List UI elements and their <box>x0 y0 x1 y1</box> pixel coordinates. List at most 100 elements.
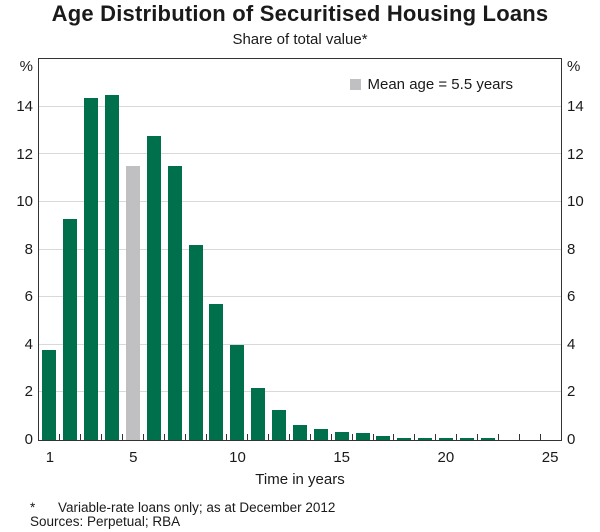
x-axis-tick <box>518 434 520 440</box>
x-axis-tick <box>247 434 249 440</box>
x-tick-label-10: 10 <box>229 449 246 466</box>
bar-slot-23 <box>498 59 520 440</box>
bar-year-10 <box>230 344 245 440</box>
gridline-10 <box>39 200 561 202</box>
footnote: * Variable-rate loans only; as at Decemb… <box>30 501 335 515</box>
y-tick-label-y-left-0: 0 <box>24 430 33 448</box>
y-tick-label-y-left-2: 2 <box>24 383 33 400</box>
bar-slot-20 <box>436 59 457 440</box>
bar-year-2 <box>63 218 78 440</box>
y-tick-label-y-left-4: 4 <box>24 335 33 353</box>
x-axis-tick <box>309 434 311 440</box>
y-tick-label-y-right-8: 8 <box>567 240 576 258</box>
bar-year-7 <box>167 166 182 440</box>
bar-year-14 <box>313 429 328 440</box>
chart-title: Age Distribution of Securitised Housing … <box>51 1 549 26</box>
x-axis-tick <box>268 434 270 440</box>
x-axis-tick <box>122 434 123 440</box>
x-axis-tick <box>393 434 395 440</box>
mean-age-swatch-icon <box>349 78 361 90</box>
footnote-marker: * <box>30 500 36 515</box>
bar-slot-7 <box>164 59 186 440</box>
x-axis-tick <box>497 434 499 440</box>
x-axis-tick <box>80 434 82 440</box>
x-tick-label-15: 15 <box>333 449 351 466</box>
x-axis-tick <box>351 434 353 440</box>
y-tick-label-y-right-10: 10 <box>567 193 584 210</box>
bar-slot-12 <box>269 59 290 440</box>
y-tick-label-y-left-10: 10 <box>16 193 33 210</box>
bar-year-16 <box>355 432 370 440</box>
y-tick-label-y-left-12: 12 <box>16 145 33 163</box>
bar-slot-14 <box>310 59 332 440</box>
legend: Mean age = 5.5 years <box>349 75 514 93</box>
bar-year-15 <box>334 431 349 440</box>
bar-slot-2 <box>60 59 82 440</box>
gridline-8 <box>39 248 561 250</box>
y-tick-label-y-right-2: 2 <box>567 383 576 400</box>
bars-container <box>39 59 561 440</box>
y-tick-label-y-right-14: 14 <box>567 98 584 115</box>
gridline-12 <box>39 153 561 155</box>
x-axis-tick <box>330 434 332 440</box>
bar-year-6 <box>146 136 161 440</box>
bar-slot-3 <box>81 59 103 440</box>
bar-slot-15 <box>331 59 353 440</box>
bar-slot-4 <box>102 59 123 440</box>
x-axis-tick <box>435 434 437 440</box>
bar-slot-16 <box>352 59 374 440</box>
bar-slot-9 <box>206 59 228 440</box>
x-tick-label-25: 25 <box>541 449 559 466</box>
chart-subtitle: Share of total value* <box>232 31 368 48</box>
bar-year-17 <box>376 436 391 440</box>
plot-area: Mean age = 5.5 years <box>38 58 562 441</box>
bar-slot-6 <box>143 59 165 440</box>
bar-year-20 <box>439 437 454 440</box>
gridline-6 <box>39 296 561 298</box>
bar-year-12 <box>272 410 287 440</box>
bar-slot-5 <box>123 59 144 440</box>
y-tick-label-y-left-14: 14 <box>16 98 33 115</box>
bar-slot-25 <box>540 59 561 440</box>
x-axis-tick <box>226 434 228 440</box>
y-tick-label-y-right-4: 4 <box>567 335 576 353</box>
bar-year-3 <box>84 98 99 440</box>
y-tick-label-y-right-12: 12 <box>567 145 584 163</box>
bar-slot-17 <box>373 59 395 440</box>
x-axis-tick <box>289 434 290 440</box>
x-axis-tick <box>59 434 61 440</box>
x-tick-label-20: 20 <box>437 449 455 466</box>
y-tick-label-y-right-0: 0 <box>567 430 576 448</box>
x-tick-label-1: 1 <box>45 449 55 466</box>
x-axis-tick <box>163 434 165 440</box>
bar-year-1 <box>42 349 57 440</box>
bar-slot-24 <box>519 59 541 440</box>
bar-slot-19 <box>415 59 437 440</box>
bar-slot-1 <box>39 59 61 440</box>
gridline-14 <box>39 105 561 107</box>
x-tick-label-5: 5 <box>129 449 138 466</box>
legend-label: Mean age = 5.5 years <box>367 75 514 93</box>
bar-year-8 <box>188 244 203 440</box>
y-axis-unit-right: % <box>567 58 581 75</box>
bar-slot-8 <box>185 59 207 440</box>
x-axis-tick <box>142 434 144 440</box>
x-axis-tick <box>414 434 416 440</box>
y-tick-label-y-right-6: 6 <box>567 288 576 305</box>
mean-age-bar <box>125 166 140 440</box>
bar-slot-10 <box>227 59 249 440</box>
gridline-4 <box>39 343 561 345</box>
bar-year-13 <box>292 424 307 440</box>
x-axis-tick <box>184 434 186 440</box>
y-tick-label-y-left-8: 8 <box>24 240 33 258</box>
x-axis-tick <box>476 434 478 440</box>
footnote-text: Variable-rate loans only; as at December… <box>58 500 336 515</box>
x-axis-tick <box>101 434 103 440</box>
bar-year-19 <box>418 437 433 440</box>
bar-year-11 <box>251 387 266 440</box>
bar-year-4 <box>105 94 120 440</box>
x-axis-tick <box>456 434 457 440</box>
x-axis-title: Time in years <box>255 471 345 488</box>
sources-line: Sources: Perpetual; RBA <box>30 514 181 529</box>
